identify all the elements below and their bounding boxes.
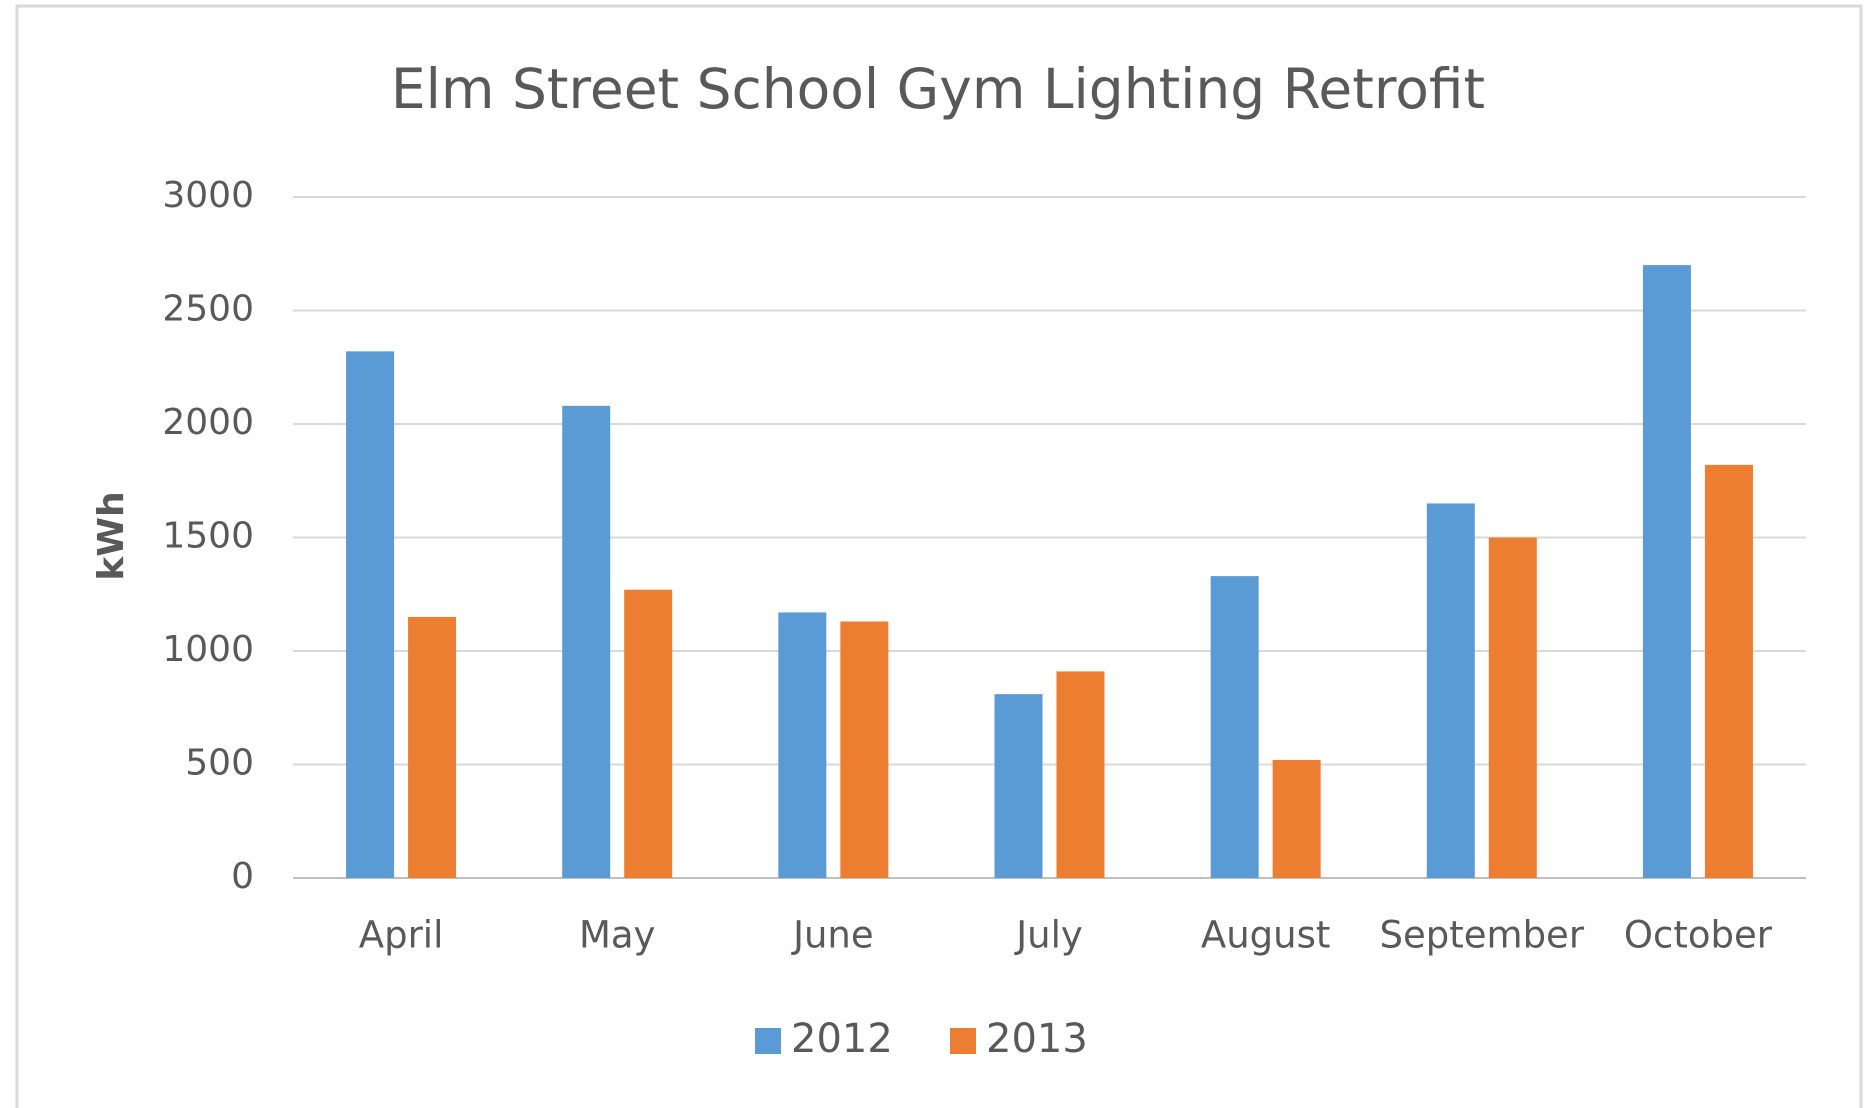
chart-title: Elm Street School Gym Lighting Retrofit xyxy=(391,57,1485,121)
bar xyxy=(840,621,889,878)
legend-label: 2012 xyxy=(791,1016,893,1062)
bar xyxy=(1642,265,1691,879)
bar xyxy=(624,589,673,878)
y-tick-label: 500 xyxy=(185,743,254,784)
x-tick-label: July xyxy=(1014,914,1083,957)
x-tick-label: August xyxy=(1201,914,1330,957)
y-tick-label: 3000 xyxy=(162,175,254,216)
legend-swatch xyxy=(755,1028,781,1054)
chart-frame xyxy=(15,4,1863,1108)
y-axis-label: kWh xyxy=(91,491,132,580)
legend-label: 2013 xyxy=(986,1016,1088,1062)
bar xyxy=(1056,671,1105,878)
bar xyxy=(562,405,611,878)
bar xyxy=(1272,759,1321,878)
x-tick-label: October xyxy=(1624,914,1773,957)
y-tick-label: 2500 xyxy=(162,289,254,330)
x-tick-label: September xyxy=(1380,914,1585,957)
bar xyxy=(1704,464,1753,878)
x-tick-label: April xyxy=(359,914,444,957)
bar xyxy=(346,351,395,878)
y-tick-label: 1000 xyxy=(162,629,254,670)
bar xyxy=(1488,537,1537,878)
bar xyxy=(778,612,827,878)
bar xyxy=(1426,503,1475,878)
bar xyxy=(1210,576,1259,878)
x-tick-label: June xyxy=(791,914,874,957)
x-tick-label: May xyxy=(579,914,656,957)
y-tick-label: 1500 xyxy=(162,516,254,557)
bar xyxy=(994,694,1043,878)
y-tick-label: 0 xyxy=(231,856,254,897)
bar xyxy=(408,616,457,878)
y-tick-label: 2000 xyxy=(162,402,254,443)
legend-swatch xyxy=(950,1028,976,1054)
